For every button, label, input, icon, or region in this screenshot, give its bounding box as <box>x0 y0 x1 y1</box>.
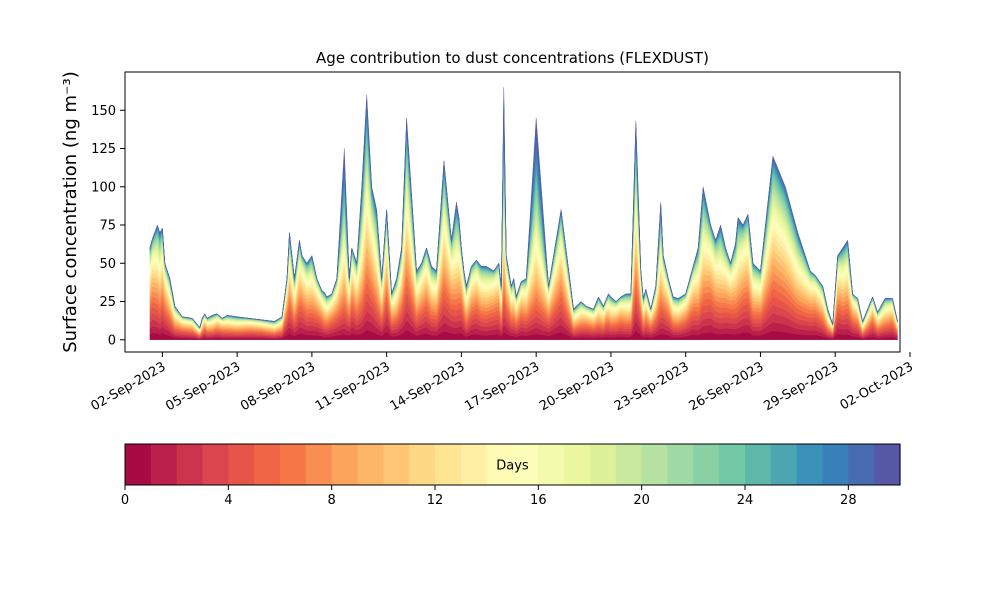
colorbar-segment <box>564 444 591 485</box>
x-tick-label: 20-Sep-2023 <box>537 359 617 414</box>
colorbar-segment <box>125 444 152 485</box>
x-tick-label: 29-Sep-2023 <box>761 359 841 414</box>
colorbar-segment <box>228 444 255 485</box>
y-tick-label: 100 <box>91 180 116 195</box>
colorbar-segment <box>874 444 901 485</box>
colorbar-tick-label: 28 <box>840 493 857 508</box>
colorbar-segment <box>512 444 539 485</box>
chart-title: Age contribution to dust concentrations … <box>316 49 709 67</box>
x-tick-label: 02-Sep-2023 <box>89 359 169 414</box>
colorbar-tick-label: 0 <box>121 493 129 508</box>
y-tick-label: 75 <box>99 219 116 234</box>
colorbar-segment <box>150 444 178 485</box>
colorbar-segment <box>796 444 824 485</box>
colorbar-segment <box>486 444 514 485</box>
x-tick-label: 14-Sep-2023 <box>388 359 468 414</box>
y-axis-label: Surface concentration (ng m⁻³) <box>60 71 81 353</box>
colorbar-segment <box>667 444 694 485</box>
y-axis: 0 25 50 75 100 125 150 <box>91 104 125 348</box>
x-tick-label: 08-Sep-2023 <box>238 359 318 414</box>
colorbar-segment <box>770 444 798 485</box>
colorbar-segment <box>409 444 436 485</box>
colorbar-segment <box>848 444 875 485</box>
y-tick-label: 50 <box>99 257 116 272</box>
y-tick-label: 25 <box>99 295 116 310</box>
colorbar-segment <box>745 444 772 485</box>
stacked-areas <box>149 87 898 340</box>
plot-frame <box>124 71 901 353</box>
colorbar-segment <box>719 444 746 485</box>
x-tick-label: 02-Oct-2023 <box>838 359 916 413</box>
x-tick-label: 17-Sep-2023 <box>462 359 542 414</box>
colorbar-segment <box>280 444 307 485</box>
colorbar-segment <box>460 444 488 485</box>
y-tick-label: 0 <box>108 333 116 348</box>
x-axis: 02-Sep-202305-Sep-202308-Sep-202311-Sep-… <box>89 352 916 414</box>
x-tick-label: 26-Sep-2023 <box>687 359 767 414</box>
x-tick-label: 23-Sep-2023 <box>612 359 692 414</box>
colorbar-tick-label: 24 <box>737 493 754 508</box>
colorbar-segment <box>822 444 849 485</box>
colorbar-tick-label: 16 <box>530 493 547 508</box>
colorbar-segment <box>176 444 204 485</box>
colorbar-tick-label: 8 <box>328 493 336 508</box>
colorbar: 0 4 8 12 16 20 24 28 <box>121 443 901 508</box>
y-tick-label: 150 <box>91 104 116 119</box>
colorbar-segment <box>538 444 565 485</box>
colorbar-frame <box>124 443 901 486</box>
colorbar-segment <box>435 444 462 485</box>
x-tick-label: 11-Sep-2023 <box>313 359 393 414</box>
y-tick-label: 125 <box>91 142 116 157</box>
colorbar-segment <box>590 444 617 485</box>
colorbar-segment <box>305 444 333 485</box>
colorbar-segment <box>641 444 669 485</box>
colorbar-segment <box>383 444 410 485</box>
colorbar-segment <box>615 444 643 485</box>
colorbar-segment <box>693 444 720 485</box>
colorbar-tick-label: 4 <box>224 493 232 508</box>
colorbar-segment <box>202 444 229 485</box>
colorbar-tick-label: 12 <box>427 493 444 508</box>
colorbar-label: Days <box>496 459 529 474</box>
colorbar-segment <box>357 444 384 485</box>
x-tick-label: 05-Sep-2023 <box>163 359 243 414</box>
colorbar-segment <box>331 444 359 485</box>
age-band-area-29 <box>149 87 898 328</box>
colorbar-segment <box>254 444 281 485</box>
colorbar-tick-label: 20 <box>633 493 650 508</box>
